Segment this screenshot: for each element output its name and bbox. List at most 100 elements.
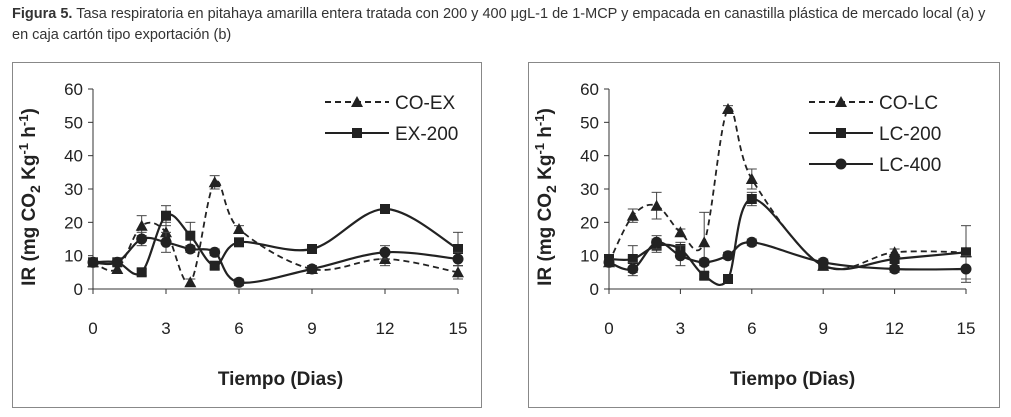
data-point-triangle [184,276,197,288]
data-point-square [185,230,196,241]
data-point-circle [209,246,221,258]
y-tick-label: 40 [64,147,83,166]
y-tick-label: 60 [580,80,599,99]
data-point-circle [746,236,758,248]
data-point-circle [889,263,901,275]
data-point-circle [136,233,148,245]
legend-item-a-1: EX-200 [325,124,458,145]
data-point-square [234,237,244,248]
legend-marker [352,128,362,138]
x-tick-label: 12 [376,319,395,338]
series-line [92,207,459,276]
data-point-circle [651,236,663,248]
data-point-square [380,204,390,214]
data-point-circle [233,276,245,288]
data-point-circle [698,256,710,268]
data-point-triangle [626,209,639,221]
y-axis-label: IR (mg CO2 Kg-1 h-1) [532,108,559,286]
data-point-circle [627,263,639,275]
data-point-circle [960,263,972,275]
data-point-triangle [160,226,172,238]
legend-item-b-2: LC-400 [809,155,941,176]
data-point-square [627,254,638,264]
data-point-circle [87,256,99,268]
caption-prefix: Figura 5. [12,6,73,22]
data-point-circle [379,246,391,258]
chart-a-svg: 0 10 20 30 40 50 60 0 3 6 9 12 15 Tiempo (Dias) IR (mg… [16,80,468,390]
data-point-square [453,244,463,254]
legend-marker [835,96,847,107]
y-tick-label: 40 [580,147,599,166]
x-tick-label: 0 [88,319,97,338]
figure-caption: Figura 5. Tasa respiratoria en pitahaya … [12,4,1002,46]
legend-label: CO-LC [879,93,938,114]
legend-item-b-1: LC-200 [809,124,941,145]
y-tick-label: 10 [580,247,599,266]
series-line [608,106,967,271]
x-tick-label: 0 [604,319,613,338]
legend-marker [351,96,363,107]
x-tick-label: 3 [161,319,170,338]
x-tick-label: 9 [307,319,316,338]
y-tick-label: 10 [64,247,83,266]
series-a-2 [87,231,464,288]
legend-marker [836,128,846,138]
data-point-circle [452,253,464,265]
x-tick-label: 15 [957,319,976,338]
x-tick-label: 9 [818,319,827,338]
data-point-square [746,194,757,204]
data-point-triangle [135,219,148,231]
x-tick-label: 3 [676,319,685,338]
legend-item-a-0: CO-EX [325,93,456,114]
data-point-triangle [452,266,464,278]
legend-item-b-0: CO-LC [809,93,938,114]
data-point-circle [184,243,196,255]
data-point-square [723,274,733,284]
data-point-circle [817,256,829,268]
data-point-circle [111,256,123,268]
y-tick-label: 30 [580,180,599,199]
data-point-triangle [208,176,221,188]
data-point-triangle [111,263,124,274]
series-line [92,236,459,284]
y-tick-label: 50 [580,113,599,132]
x-tick-label: 6 [234,319,243,338]
data-point-square [161,210,171,221]
data-point-triangle [650,199,663,211]
legend-label: LC-400 [879,155,941,176]
y-tick-label: 20 [64,213,83,232]
legend-label: CO-EX [395,93,456,114]
y-tick-label: 50 [64,113,83,132]
data-point-triangle [233,223,245,234]
data-point-square [961,247,971,258]
data-point-circle [603,256,615,268]
caption-text: Tasa respiratoria en pitahaya amarilla e… [12,6,986,43]
legend-label: LC-200 [879,124,941,145]
x-axis-label: Tiempo (Dias) [730,369,855,390]
x-axis-label: Tiempo (Dias) [218,369,343,390]
data-point-circle [674,250,686,262]
data-point-square [209,260,220,271]
legend-marker [835,158,847,170]
data-point-triangle [722,103,734,114]
data-point-circle [160,236,172,248]
chart-b-svg: 0 10 20 30 40 50 60 0 3 6 9 12 15 Tiempo (Dias) IR (mg… [532,80,976,390]
y-tick-label: 30 [64,180,83,199]
data-point-triangle [674,226,687,238]
y-tick-label: 0 [74,280,83,299]
data-point-square [136,267,147,278]
data-point-circle [722,250,734,262]
chart-panel-b: 0 10 20 30 40 50 60 0 3 6 9 12 15 Tiempo (Dias) IR (mg… [528,62,1000,408]
series-line [92,180,459,284]
x-tick-label: 12 [885,319,904,338]
data-point-triangle [745,173,758,184]
y-tick-label: 60 [64,80,83,99]
y-tick-label: 0 [590,280,599,299]
x-tick-label: 6 [747,319,756,338]
series-line [608,241,967,271]
y-tick-label: 20 [580,213,599,232]
data-point-triangle [698,236,711,248]
y-axis-label: IR (mg CO2 Kg-1 h-1) [16,108,43,286]
series-b-2 [603,235,972,283]
x-tick-label: 15 [449,319,468,338]
